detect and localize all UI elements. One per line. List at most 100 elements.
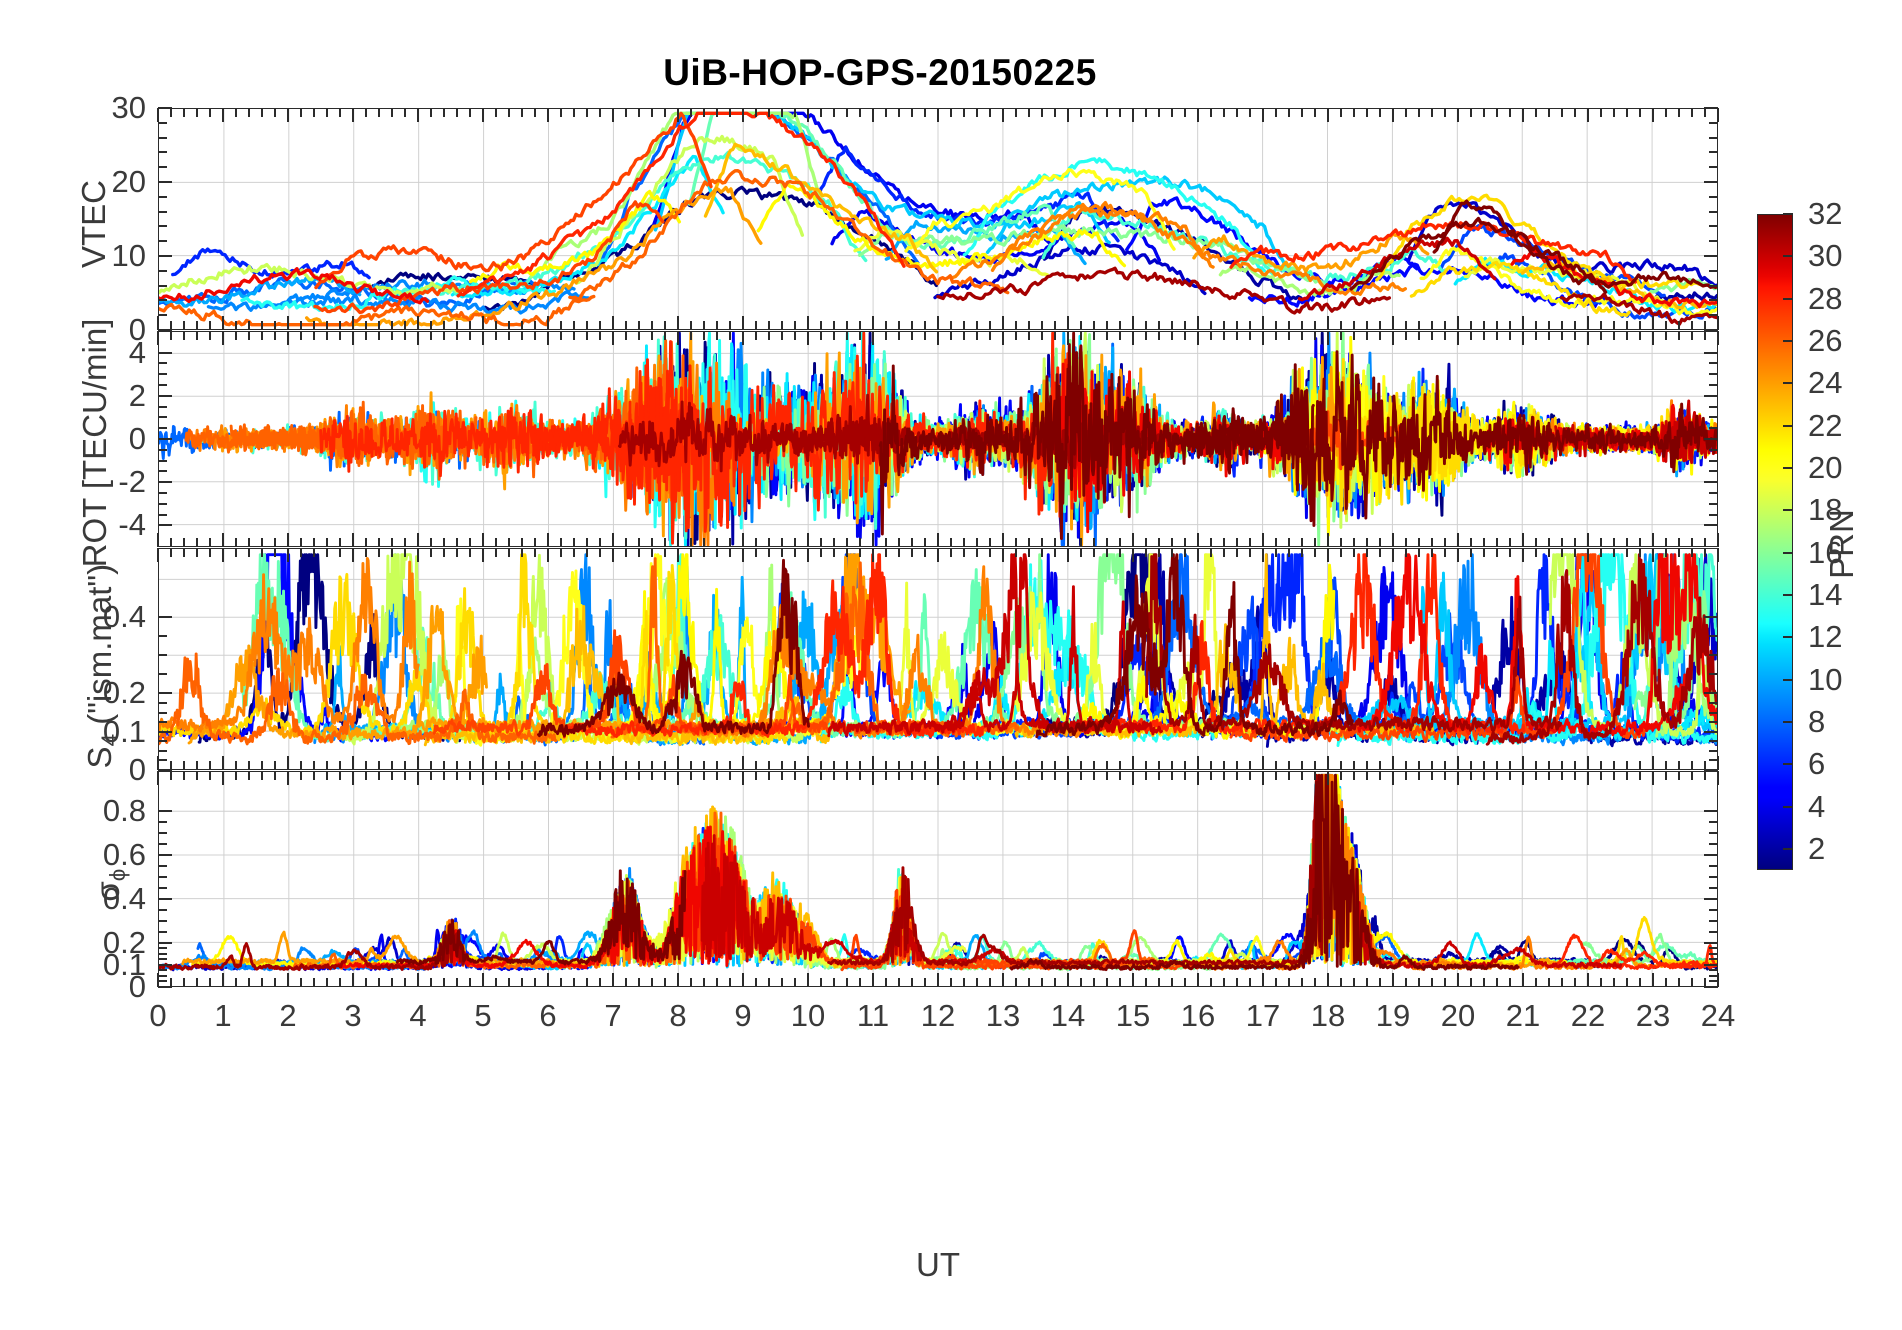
xtickmark-minor-bottom-vtec-10-3 xyxy=(846,321,848,330)
xtickmark-major-s4-10 xyxy=(807,548,809,562)
xtickmark-minor-s4-23-2 xyxy=(1678,548,1680,557)
ytickmark-sigma_phi-0.6 xyxy=(158,853,172,856)
xtickmark-minor-bottom-vtec-21-3 xyxy=(1561,321,1563,330)
xtickmark-minor-bottom-vtec-3-2 xyxy=(378,321,380,330)
xtickmark-minor-s4-0-3 xyxy=(196,548,198,557)
xtickmark-minor-bottom-s4-8-2 xyxy=(703,761,705,770)
xtickmark-minor-sigma-14-2 xyxy=(1093,771,1095,780)
series-prn-13 xyxy=(962,157,1266,273)
xtickmark-major-sigma-22 xyxy=(1587,771,1589,785)
xtickmark-minor-sigma-14-4 xyxy=(1119,771,1121,780)
xtickmark-minor-bottom-s4-15-1 xyxy=(1145,761,1147,770)
xtickmark-minor-vtec-6-4 xyxy=(599,108,601,117)
xtickmark-major-bottom-vtec-14 xyxy=(1067,316,1069,330)
xtickmark-minor-bottom-s4-14-2 xyxy=(1093,761,1095,770)
xtickmark-minor-s4-19-3 xyxy=(1431,548,1433,557)
xtickmark-minor-bottom-rot-20-2 xyxy=(1483,538,1485,547)
xtickmark-minor-bottom-vtec-5-3 xyxy=(521,321,523,330)
xtickmark-major-bottom-vtec-9 xyxy=(742,316,744,330)
xtickmark-minor-bottom-vtec-8-4 xyxy=(729,321,731,330)
colorbar-prn[interactable] xyxy=(1757,214,1793,870)
xtickmark-minor-bottom-s4-7-1 xyxy=(625,761,627,770)
xtickmark-minor-sigma-16-4 xyxy=(1249,771,1251,780)
ytickmark-minor-sigma_phi-3-1 xyxy=(158,886,167,889)
xtickmark-minor-vtec-15-2 xyxy=(1158,108,1160,117)
ytickmark-minor-right-sigma_phi-3-1 xyxy=(1709,886,1718,889)
xtickmark-minor-bottom-sigma-16-3 xyxy=(1236,978,1238,987)
xtickmark-minor-s4-9-4 xyxy=(794,548,796,557)
xtickmark-minor-bottom-rot-5-3 xyxy=(521,538,523,547)
series-prn-27 xyxy=(313,200,665,315)
xtickmark-minor-bottom-sigma-17-2 xyxy=(1288,978,1290,987)
xtickmark-minor-sigma-4-2 xyxy=(443,771,445,780)
ytickmark-minor-rot-3-1 xyxy=(158,384,167,386)
xtickmark-minor-bottom-s4-5-4 xyxy=(534,761,536,770)
xtickmark-minor-rot-13-3 xyxy=(1041,331,1043,340)
xtickmark-minor-rot-16-3 xyxy=(1236,331,1238,340)
xtickmark-minor-bottom-vtec-13-3 xyxy=(1041,321,1043,330)
ytickmark-minor-right-rot-1-3 xyxy=(1709,448,1718,451)
xtickmark-minor-bottom-rot-11-4 xyxy=(924,538,926,547)
ytick-sigma_phi-0.4: 0.4 xyxy=(102,880,146,916)
xtickmark-minor-vtec-11-4 xyxy=(924,108,926,117)
xtickmark-minor-bottom-s4-8-1 xyxy=(690,761,692,770)
xtickmark-major-vtec-3 xyxy=(352,108,354,122)
xtickmark-major-s4-16 xyxy=(1197,548,1199,562)
colorbar-tick-24: 24 xyxy=(1808,365,1843,401)
xtickmark-major-bottom-rot-5 xyxy=(482,533,484,547)
xtickmark-minor-bottom-vtec-19-3 xyxy=(1431,321,1433,330)
xtickmark-major-sigma-0 xyxy=(157,771,159,785)
xtickmark-minor-vtec-1-1 xyxy=(235,108,237,117)
xtickmark-minor-bottom-s4-9-1 xyxy=(755,761,757,770)
xtickmark-minor-bottom-s4-7-2 xyxy=(638,761,640,770)
xtickmark-minor-bottom-s4-2-2 xyxy=(313,761,315,770)
xtickmark-minor-vtec-18-2 xyxy=(1353,108,1355,117)
xtickmark-minor-bottom-sigma-16-1 xyxy=(1210,978,1212,987)
xtickmark-minor-sigma-4-4 xyxy=(469,771,471,780)
xtickmark-minor-rot-1-4 xyxy=(274,331,276,340)
xtickmark-minor-bottom-s4-17-3 xyxy=(1301,761,1303,770)
xtickmark-minor-bottom-vtec-10-1 xyxy=(820,321,822,330)
colorbar-tick-2: 2 xyxy=(1808,830,1826,866)
xtickmark-minor-bottom-rot-1-3 xyxy=(261,538,263,547)
xtickmark-minor-bottom-s4-20-1 xyxy=(1470,761,1472,770)
xtickmark-minor-rot-7-4 xyxy=(664,331,666,340)
xtickmark-minor-bottom-vtec-4-2 xyxy=(443,321,445,330)
xtickmark-minor-bottom-vtec-12-3 xyxy=(976,321,978,330)
xtickmark-minor-vtec-7-3 xyxy=(651,108,653,117)
xtickmark-minor-bottom-rot-6-4 xyxy=(599,538,601,547)
xtickmark-major-vtec-16 xyxy=(1197,108,1199,122)
xtickmark-major-s4-12 xyxy=(937,548,939,562)
panel-vtec xyxy=(158,108,1718,330)
xtickmark-minor-s4-4-1 xyxy=(430,548,432,557)
series-prn-28 xyxy=(456,111,906,298)
xtickmark-minor-rot-0-1 xyxy=(170,331,172,340)
xtick-13: 13 xyxy=(985,998,1021,1033)
xtickmark-minor-bottom-sigma-7-1 xyxy=(625,978,627,987)
xtickmark-major-sigma-8 xyxy=(677,771,679,785)
xtickmark-minor-sigma-12-4 xyxy=(989,771,991,780)
xtickmark-minor-sigma-11-3 xyxy=(911,771,913,780)
xtickmark-minor-rot-7-2 xyxy=(638,331,640,340)
xtickmark-minor-bottom-vtec-14-4 xyxy=(1119,321,1121,330)
xtickmark-minor-sigma-20-4 xyxy=(1509,771,1511,780)
ytickmark-minor-right-sigma_phi-4-2 xyxy=(1709,831,1718,834)
xtickmark-minor-sigma-21-4 xyxy=(1574,771,1576,780)
ytickmark-vtec-30 xyxy=(158,107,172,109)
xtickmark-minor-vtec-7-2 xyxy=(638,108,640,117)
xtickmark-minor-bottom-s4-23-3 xyxy=(1691,761,1693,770)
xtickmark-minor-bottom-rot-21-4 xyxy=(1574,538,1576,547)
xtick-14: 14 xyxy=(1050,998,1086,1033)
xtickmark-minor-bottom-s4-14-3 xyxy=(1106,761,1108,770)
colorbar-tickmark-2 xyxy=(1783,847,1793,850)
ytickmark-rot--4 xyxy=(158,524,172,527)
ytickmark-sigma_phi-0.4 xyxy=(158,897,172,900)
xtickmark-minor-vtec-4-1 xyxy=(430,108,432,117)
ytickmark-minor-s4-1-1 xyxy=(158,721,167,724)
ytickmark-minor-right-sigma_phi-4-1 xyxy=(1709,842,1718,845)
colorbar-tick-30: 30 xyxy=(1808,238,1843,274)
xtickmark-minor-s4-8-3 xyxy=(716,548,718,557)
ytickmark-minor-rot-2-2 xyxy=(158,416,167,419)
xtickmark-minor-sigma-11-4 xyxy=(924,771,926,780)
xtickmark-minor-bottom-rot-14-4 xyxy=(1119,538,1121,547)
